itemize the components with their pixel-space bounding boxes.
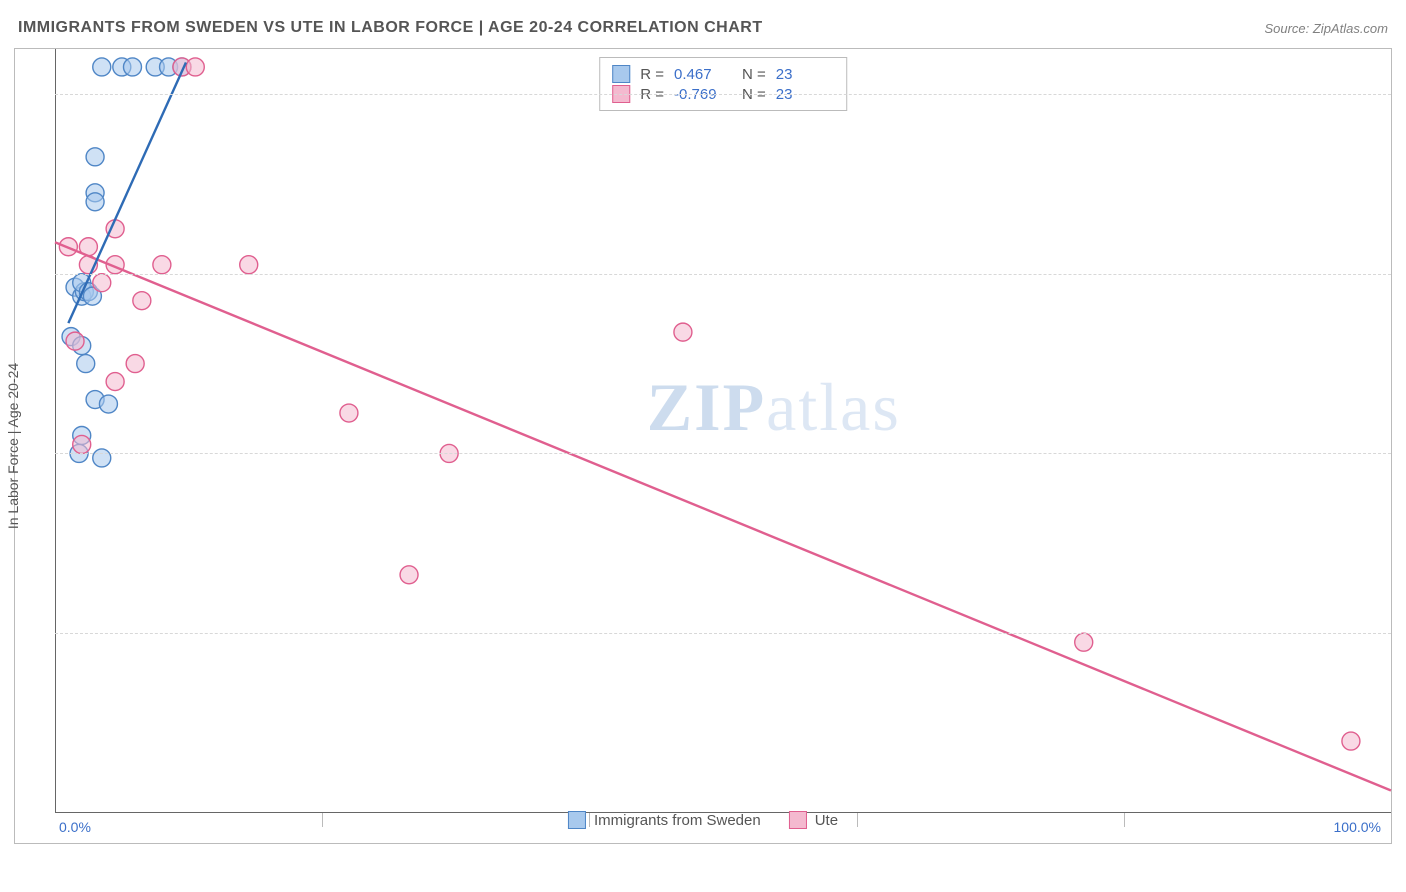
data-point (133, 292, 151, 310)
chart-title: IMMIGRANTS FROM SWEDEN VS UTE IN LABOR F… (18, 19, 763, 37)
source-prefix: Source: (1264, 21, 1312, 36)
legend-label-sweden: Immigrants from Sweden (594, 812, 761, 829)
chart-container: IMMIGRANTS FROM SWEDEN VS UTE IN LABOR F… (0, 0, 1406, 892)
legend-item-sweden: Immigrants from Sweden (568, 811, 761, 829)
y-tick-label: 60.0% (1397, 445, 1406, 461)
data-point (66, 332, 84, 350)
data-point (99, 395, 117, 413)
data-point (106, 373, 124, 391)
data-point (674, 323, 692, 341)
y-tick-label: 40.0% (1397, 625, 1406, 641)
axes-area: ZIPatlas R = 0.467 N = 23 R = -0.769 N = (55, 49, 1391, 813)
sweden-n-value: 23 (776, 66, 834, 83)
y-tick-label: 80.0% (1397, 266, 1406, 282)
series-legend: Immigrants from Sweden Ute (568, 811, 838, 829)
data-point (1075, 633, 1093, 651)
sweden-r-value: 0.467 (674, 66, 732, 83)
gridline (55, 453, 1391, 454)
data-point (1342, 732, 1360, 750)
data-point (126, 355, 144, 373)
legend-item-ute: Ute (789, 811, 838, 829)
data-point (340, 404, 358, 422)
source-attribution: Source: ZipAtlas.com (1264, 21, 1388, 36)
gridline (55, 94, 1391, 95)
data-point (73, 435, 91, 453)
y-axis-label: In Labor Force | Age 20-24 (5, 363, 21, 529)
gridline (55, 274, 1391, 275)
swatch-ute (789, 811, 807, 829)
trend-line (55, 242, 1391, 790)
swatch-sweden (568, 811, 586, 829)
x-tick (1124, 813, 1125, 827)
x-tick (322, 813, 323, 827)
data-point (400, 566, 418, 584)
header: IMMIGRANTS FROM SWEDEN VS UTE IN LABOR F… (0, 0, 1406, 44)
n-label: N = (742, 66, 766, 83)
data-point (93, 449, 111, 467)
plot-svg (55, 49, 1391, 813)
x-axis-max-label: 100.0% (1334, 819, 1381, 835)
data-point (186, 58, 204, 76)
data-point (123, 58, 141, 76)
legend-row-sweden: R = 0.467 N = 23 (612, 64, 834, 84)
data-point (86, 193, 104, 211)
r-label: R = (640, 66, 664, 83)
correlation-legend: R = 0.467 N = 23 R = -0.769 N = 23 (599, 57, 847, 111)
y-tick-label: 100.0% (1397, 86, 1406, 102)
x-axis-min-label: 0.0% (59, 819, 91, 835)
x-tick (857, 813, 858, 827)
data-point (93, 274, 111, 292)
data-point (77, 355, 95, 373)
gridline (55, 633, 1391, 634)
source-name: ZipAtlas.com (1313, 21, 1388, 36)
x-tick (1391, 813, 1392, 827)
data-point (153, 256, 171, 274)
data-point (93, 58, 111, 76)
data-point (86, 148, 104, 166)
legend-label-ute: Ute (815, 812, 838, 829)
plot-frame: In Labor Force | Age 20-24 ZIPatlas R = … (14, 48, 1392, 844)
swatch-sweden (612, 65, 630, 83)
data-point (240, 256, 258, 274)
